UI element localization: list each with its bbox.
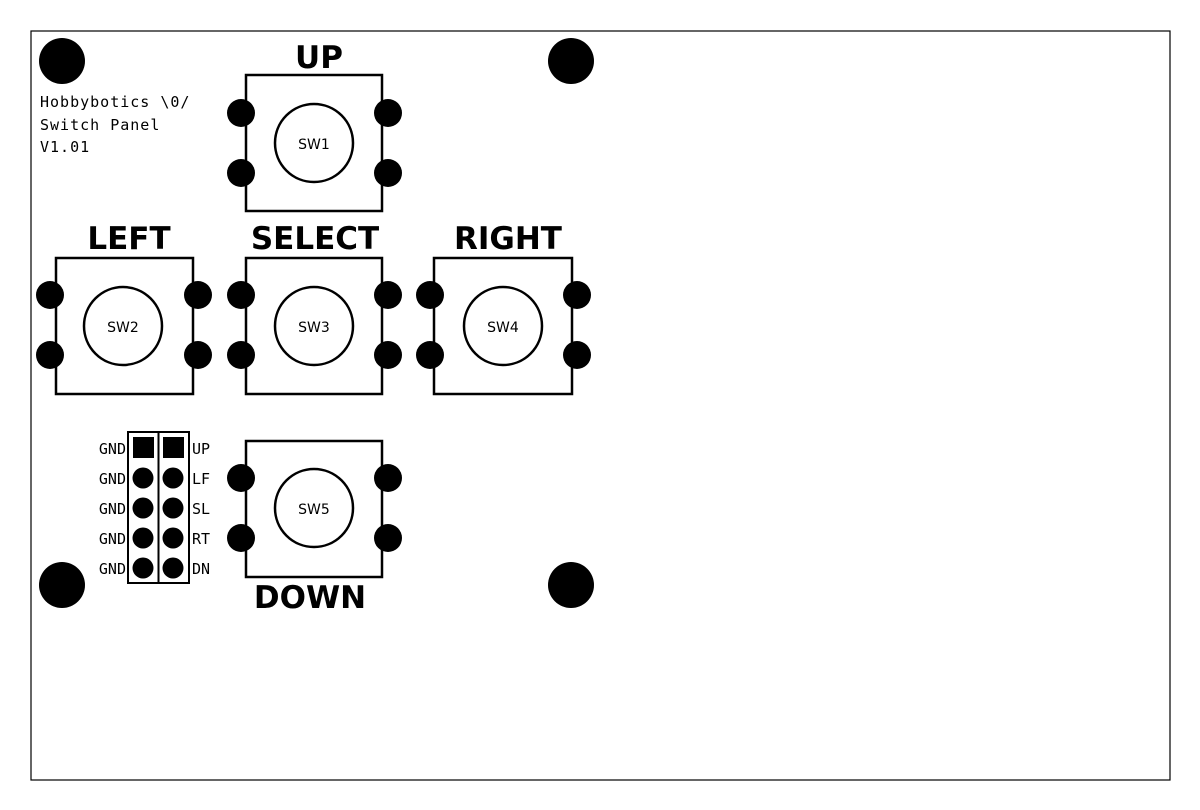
pin-pad-square: [133, 437, 154, 458]
board-title: Hobbybotics \0/ Switch Panel V1.01: [40, 93, 190, 156]
pin-label-right: SL: [192, 500, 210, 518]
switch-pad: [227, 464, 255, 492]
switch-direction-label: SELECT: [251, 221, 379, 257]
switch-actuator: [273, 285, 355, 367]
pin-pad: [162, 557, 184, 579]
switch-body: [244, 256, 384, 396]
switch-sw2: LEFT SW2: [36, 221, 212, 396]
switch-sw1: UP SW1: [227, 40, 402, 213]
switch-pad: [374, 341, 402, 369]
switch-sw4: RIGHT SW4: [416, 221, 591, 396]
switch-actuator: [82, 285, 164, 367]
switch-designator: SW4: [487, 320, 519, 336]
board-title-line: V1.01: [40, 138, 90, 156]
board-outline: [30, 30, 1171, 781]
pin-label-right: DN: [192, 560, 210, 578]
switch-direction-label: LEFT: [87, 221, 170, 257]
switch-pad: [227, 99, 255, 127]
switch-direction-label: DOWN: [254, 580, 366, 616]
switch-designator: SW2: [107, 320, 139, 336]
pin-label-left: GND: [99, 470, 126, 488]
switch-pad: [563, 341, 591, 369]
switch-pad: [184, 281, 212, 309]
switch-designator: SW3: [298, 320, 330, 336]
switch-actuator: [462, 285, 544, 367]
pin-pad: [132, 527, 154, 549]
pin-pad: [132, 497, 154, 519]
mounting-hole: [39, 562, 85, 608]
switch-body: [54, 256, 195, 396]
mounting-hole: [39, 38, 85, 84]
pin-label-left: GND: [99, 560, 126, 578]
pin-pad: [162, 497, 184, 519]
switch-pad: [374, 281, 402, 309]
switch-pad: [374, 524, 402, 552]
switch-pad: [227, 524, 255, 552]
pin-label-right: LF: [192, 470, 210, 488]
switch-body: [432, 256, 574, 396]
switch-pad: [416, 281, 444, 309]
switch-pad: [374, 464, 402, 492]
switch-pad: [184, 341, 212, 369]
switch-pad: [416, 341, 444, 369]
board-title-line: Switch Panel: [40, 116, 160, 134]
pin-pad: [132, 467, 154, 489]
switch-pad: [227, 341, 255, 369]
pin-header: GND GND GND GND GND UP LF SL RT DN: [99, 431, 210, 584]
pin-label-left: GND: [99, 440, 126, 458]
switch-pad: [374, 159, 402, 187]
switch-sw5: SW5 DOWN: [227, 439, 402, 616]
switch-pad: [374, 99, 402, 127]
switch-actuator: [273, 467, 355, 549]
switch-body: [244, 439, 384, 579]
pin-pad: [162, 527, 184, 549]
switch-direction-label: UP: [295, 40, 343, 76]
switch-pad: [36, 341, 64, 369]
switch-direction-label: RIGHT: [454, 221, 562, 257]
switch-pad: [36, 281, 64, 309]
pin-pad-square: [163, 437, 184, 458]
switch-designator: SW5: [298, 502, 330, 518]
pin-label-left: GND: [99, 530, 126, 548]
pin-pad: [132, 557, 154, 579]
mounting-hole: [548, 38, 594, 84]
pin-label-right: RT: [192, 530, 210, 548]
mounting-hole: [548, 562, 594, 608]
pin-pad: [162, 467, 184, 489]
switch-pad: [227, 281, 255, 309]
board-title-line: Hobbybotics \0/: [40, 93, 190, 111]
pin-label-left: GND: [99, 500, 126, 518]
switch-pad: [227, 159, 255, 187]
switch-sw3: SELECT SW3: [227, 221, 402, 396]
switch-body: [244, 73, 384, 213]
pin-label-right: UP: [192, 440, 210, 458]
switch-actuator: [273, 102, 355, 184]
switch-designator: SW1: [298, 137, 330, 153]
switch-pad: [563, 281, 591, 309]
